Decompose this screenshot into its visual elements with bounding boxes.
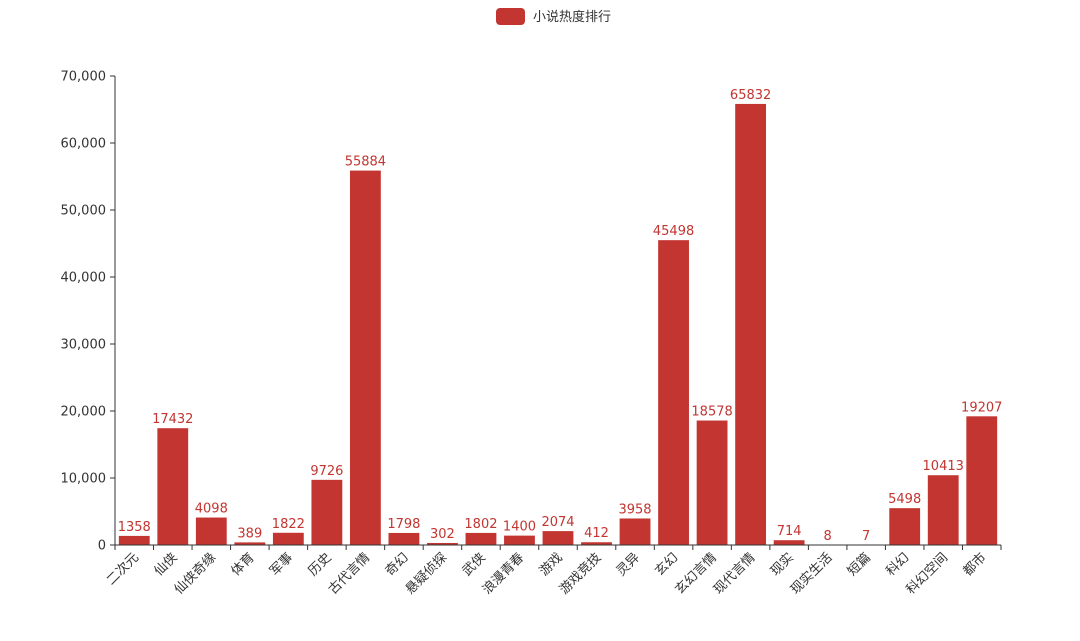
x-category-label: 科幻空间 bbox=[904, 550, 951, 597]
y-tick-label: 40,000 bbox=[61, 271, 107, 286]
data-label: 55884 bbox=[345, 155, 386, 170]
x-category-label: 科幻 bbox=[884, 550, 913, 579]
x-category-label: 二次元 bbox=[103, 550, 142, 589]
y-tick-label: 10,000 bbox=[61, 472, 107, 487]
x-category-label: 现实 bbox=[768, 550, 797, 579]
data-label: 412 bbox=[584, 526, 609, 541]
y-tick-label: 30,000 bbox=[61, 338, 107, 353]
bar bbox=[157, 428, 188, 545]
data-label: 1358 bbox=[118, 520, 151, 535]
data-label: 8 bbox=[824, 529, 832, 544]
data-label: 3958 bbox=[618, 502, 651, 517]
x-category-label: 短篇 bbox=[845, 550, 874, 579]
x-category-label: 奇幻 bbox=[382, 550, 412, 580]
x-category-label: 体育 bbox=[228, 550, 258, 580]
data-labels: 1358 17432 4098 389 1822 9726 55884 1798 302 1802… bbox=[118, 88, 1003, 544]
x-category-label: 古代言情 bbox=[326, 550, 373, 597]
x-category-label: 游戏竞技 bbox=[556, 550, 604, 598]
data-label: 389 bbox=[237, 526, 262, 541]
bar bbox=[119, 536, 150, 545]
data-label: 1802 bbox=[464, 517, 497, 532]
x-category-label: 现代言情 bbox=[711, 550, 758, 597]
x-category-label: 军事 bbox=[267, 550, 296, 579]
x-axis: 二次元仙侠仙侠奇缘体育军事历史古代言情奇幻悬疑侦探武侠浪漫青春游戏游戏竞技灵异玄… bbox=[103, 545, 1001, 598]
bar bbox=[774, 540, 805, 545]
data-label: 302 bbox=[430, 527, 455, 542]
bar bbox=[196, 518, 227, 545]
data-label: 714 bbox=[777, 524, 802, 539]
y-tick-label: 50,000 bbox=[61, 204, 107, 219]
data-label: 19207 bbox=[961, 400, 1002, 415]
bar bbox=[350, 171, 381, 545]
bar bbox=[697, 421, 728, 545]
x-category-label: 浪漫青春 bbox=[480, 550, 527, 597]
x-category-label: 都市 bbox=[960, 550, 990, 580]
bar bbox=[735, 104, 766, 545]
data-label: 7 bbox=[862, 529, 870, 544]
data-label: 1798 bbox=[387, 517, 420, 532]
y-axis: 0 10,000 20,000 30,000 40,000 50,000 60,000 70,… bbox=[61, 70, 116, 554]
bar bbox=[311, 480, 342, 545]
y-tick-label: 60,000 bbox=[61, 137, 107, 152]
data-label: 2074 bbox=[541, 515, 574, 530]
legend[interactable]: 小说热度排行 bbox=[496, 8, 611, 25]
x-category-label: 玄幻言情 bbox=[673, 550, 720, 597]
data-label: 65832 bbox=[730, 88, 771, 103]
data-label: 1400 bbox=[503, 520, 536, 535]
bars bbox=[119, 104, 997, 545]
x-category-label: 游戏 bbox=[537, 550, 566, 579]
data-label: 17432 bbox=[152, 412, 193, 427]
bar bbox=[273, 533, 304, 545]
bar bbox=[543, 531, 574, 545]
bar bbox=[966, 416, 997, 545]
y-tick-label: 0 bbox=[98, 539, 106, 554]
bar bbox=[658, 240, 689, 545]
bar bbox=[466, 533, 497, 545]
data-label: 5498 bbox=[888, 492, 921, 507]
x-category-label: 历史 bbox=[306, 550, 335, 579]
x-category-label: 悬疑侦探 bbox=[402, 550, 450, 598]
data-label: 1822 bbox=[272, 517, 305, 532]
bar bbox=[928, 475, 959, 545]
bar bbox=[889, 508, 920, 545]
x-category-label: 仙侠 bbox=[152, 550, 181, 579]
bar bbox=[389, 533, 420, 545]
y-tick-label: 70,000 bbox=[61, 70, 107, 85]
data-label: 9726 bbox=[310, 464, 343, 479]
data-label: 10413 bbox=[923, 459, 964, 474]
data-label: 45498 bbox=[653, 224, 694, 239]
x-category-label: 武侠 bbox=[460, 550, 489, 579]
bar bbox=[504, 536, 535, 545]
legend-swatch[interactable] bbox=[496, 8, 525, 25]
bar bbox=[620, 518, 651, 545]
legend-label[interactable]: 小说热度排行 bbox=[533, 9, 611, 25]
x-category-label: 玄幻 bbox=[652, 550, 681, 579]
data-label: 18578 bbox=[691, 405, 732, 420]
y-tick-label: 20,000 bbox=[61, 405, 107, 420]
x-category-label: 仙侠奇缘 bbox=[171, 550, 219, 598]
x-category-label: 现实生活 bbox=[788, 550, 835, 597]
x-category-label: 灵异 bbox=[614, 550, 643, 579]
data-label: 4098 bbox=[195, 502, 228, 517]
